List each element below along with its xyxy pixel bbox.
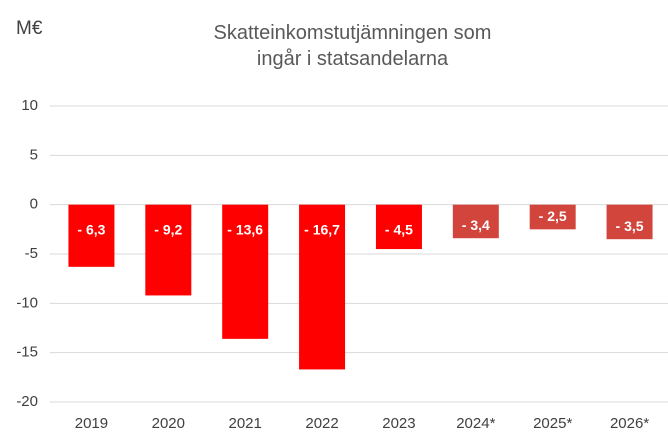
y-tick-label: -5 [25,245,38,262]
x-tick-label: 2019 [75,415,108,432]
y-tick-label: 0 [30,196,38,213]
bar [68,204,115,267]
x-tick-label: 2024* [456,415,495,432]
x-tick-label: 2025* [533,415,572,432]
y-tick-label: -15 [16,344,38,361]
value-label: - 4,5 [385,221,413,237]
x-tick-label: 2022 [305,415,338,432]
value-label: - 3,5 [616,218,644,234]
y-tick-label: 5 [30,146,38,163]
bar [222,204,269,339]
y-tick-label: -10 [16,294,38,311]
x-tick-label: 2020 [152,415,185,432]
x-tick-label: 2026* [610,415,649,432]
y-tick-label: -20 [16,393,38,410]
bar [375,204,422,250]
value-label: - 13,6 [227,221,263,237]
y-tick-label: 10 [21,97,38,114]
value-label: - 6,3 [77,221,105,237]
value-label: - 3,4 [462,217,490,233]
value-label: - 16,7 [304,221,340,237]
x-tick-label: 2023 [382,415,415,432]
y-axis-label: M€ [16,18,43,39]
bar [299,204,346,370]
bar [452,204,499,239]
value-label: - 9,2 [154,221,182,237]
x-tick-label: 2021 [229,415,262,432]
chart-title: Skatteinkomstutjämningen som ingår i sta… [213,22,492,70]
bar [606,204,653,240]
value-label: - 2,5 [539,208,567,224]
bar [529,204,576,230]
bar [145,204,192,296]
